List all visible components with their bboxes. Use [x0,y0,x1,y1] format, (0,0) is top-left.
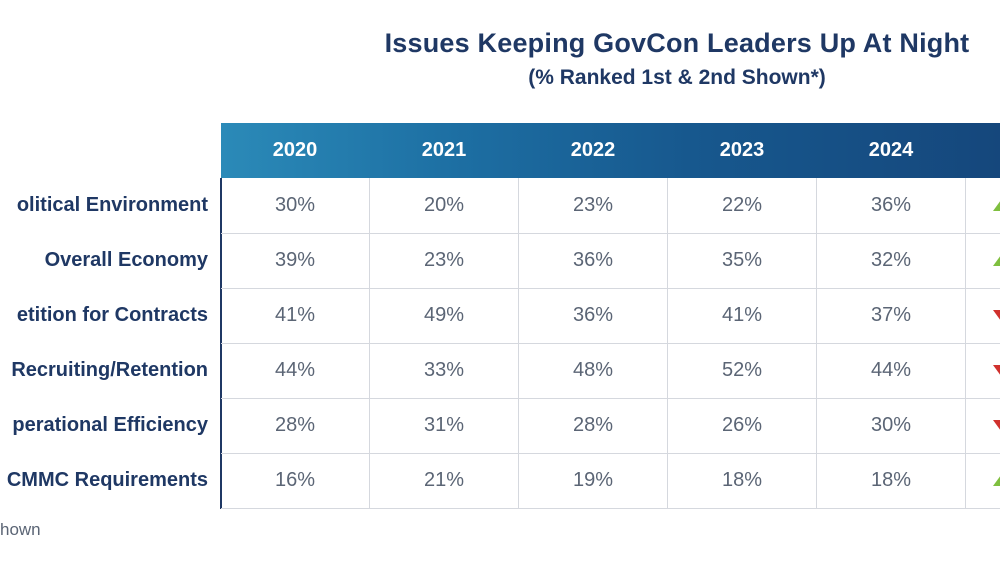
trend-up-arrow-icon [993,475,1000,486]
table-cell: 36% [870,194,912,216]
row-label: Overall Economy [44,249,208,271]
trend-down-arrow-icon [993,310,1000,321]
table-cell: 33% [423,359,465,381]
trend-down-arrow-icon [993,420,1000,431]
table-cell: 20% [423,194,465,216]
row-label: CMMC Requirements [6,469,208,491]
table-cell: 28% [572,414,614,436]
footnote: hown [0,520,41,539]
table-cell: 26% [721,414,763,436]
table-cell: 36% [572,304,614,326]
table-cell: 18% [870,469,912,491]
table-cell: 44% [274,359,316,381]
table-cell: 19% [572,469,614,491]
row-divider [221,343,1000,344]
table-cell: 48% [572,359,614,381]
table-cell: 30% [274,194,316,216]
column-header-2024: 2024 [868,139,914,161]
row-divider [221,453,1000,454]
table-cell: 30% [870,414,912,436]
table-cell: 49% [423,304,465,326]
row-divider [221,398,1000,399]
table-cell: 22% [721,194,763,216]
table-cell: 41% [721,304,763,326]
column-header-2022: 2022 [570,139,616,161]
table-header-band [221,123,1000,178]
row-label: olitical Environment [16,194,208,216]
table-cell: 28% [274,414,316,436]
table-cell: 52% [721,359,763,381]
table-cell: 23% [423,249,465,271]
table-cell: 39% [274,249,316,271]
row-divider [221,233,1000,234]
table-cell: 44% [870,359,912,381]
trend-down-arrow-icon [993,365,1000,376]
chart-title: Issues Keeping GovCon Leaders Up At Nigh… [384,28,970,58]
row-label: Recruiting/Retention [11,359,208,381]
table-cell: 36% [572,249,614,271]
table-cell: 41% [274,304,316,326]
row-divider [221,508,1000,509]
trend-up-arrow-icon [993,255,1000,266]
chart-subtitle: (% Ranked 1st & 2nd Shown*) [528,66,826,89]
table-cell: 16% [274,469,316,491]
table-cell: 31% [423,414,465,436]
row-label: etition for Contracts [16,304,208,326]
table-cell: 37% [870,304,912,326]
table-cell: 23% [572,194,614,216]
table-cell: 35% [721,249,763,271]
trend-up-arrow-icon [993,200,1000,211]
column-header-2020: 2020 [272,139,318,161]
table-cell: 32% [870,249,912,271]
row-divider [221,288,1000,289]
table-cell: 18% [721,469,763,491]
row-label: perational Efficiency [12,414,208,436]
column-header-2021: 2021 [421,139,467,161]
column-header-2023: 2023 [719,139,765,161]
table-cell: 21% [423,469,465,491]
